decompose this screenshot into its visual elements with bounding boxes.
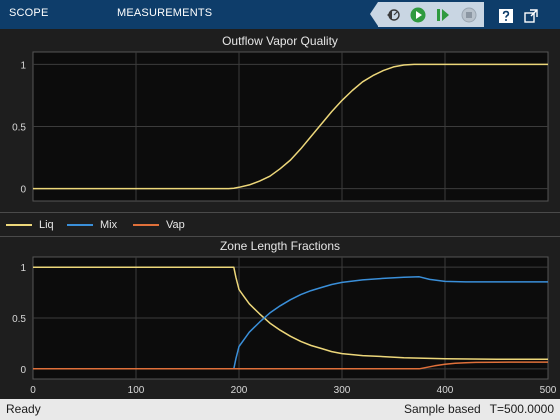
plot-title-zone-length: Zone Length Fractions [219,239,341,253]
legend-item-vap[interactable]: Vap [133,219,185,231]
stop-button[interactable] [458,4,479,25]
undock-icon [523,8,538,23]
step-back-icon [386,8,400,21]
step-forward-button[interactable] [432,4,453,25]
legend-item-liq[interactable]: Liq [6,219,54,231]
legend-swatch-liq [6,224,32,226]
legend-swatch-vap [133,224,159,226]
run-icon [410,7,425,22]
zone-length-xtick-label: 100 [128,385,145,396]
status-ready: Ready [6,402,41,416]
stop-icon [461,7,476,22]
tab-measurements[interactable]: MEASUREMENTS [117,7,213,19]
legend: Liq Mix Vap [0,212,560,237]
legend-label-mix: Mix [100,219,118,231]
plot-title-vapor-quality: Outflow Vapor Quality [222,34,338,48]
zone-length-xtick-label: 0 [30,385,36,396]
vapor-quality-chart[interactable]: 00.51 [0,50,560,212]
step-back-button[interactable] [382,4,403,25]
simulation-controls [370,2,484,27]
zone-length-xtick-label: 400 [437,385,454,396]
zone-length-ytick-label: 0 [20,365,26,376]
step-forward-icon [436,8,449,21]
zone-length-xtick-label: 200 [231,385,248,396]
zone-length-line-vap [33,361,549,370]
zone-length-line-liq [33,266,548,360]
vapor-quality-ytick-label: 1 [20,60,26,71]
status-bar: Ready Sample based T=500.0000 [0,399,560,420]
undock-button[interactable] [520,5,541,26]
run-button[interactable] [407,4,428,25]
scope-plot-area: Outflow Vapor Quality 0 0.5 1 Liq Mix Vap … [0,29,560,399]
help-icon [498,8,513,23]
zone-length-chart[interactable]: 0 0.5 1 0 100 200 300 400 500 [0,255,560,399]
legend-swatch-mix [67,224,93,226]
vapor-quality-ytick-label: 0 [20,185,26,196]
zone-length-xtick-label: 300 [334,385,351,396]
zone-length-line-mix [33,276,548,370]
legend-label-liq: Liq [39,219,54,231]
vapor-quality-ytick-label: 0.5 [12,123,26,134]
legend-item-mix[interactable]: Mix [67,219,117,231]
vapor-quality-line-series-0 [33,63,548,190]
zone-length-ytick-label: 0.5 [12,314,26,325]
zone-length-ytick-label: 1 [20,263,26,274]
scope-toolbar: SCOPE MEASUREMENTS [0,0,560,29]
status-mode: Sample based [404,402,481,416]
zone-length-xtick-label: 500 [540,385,557,396]
tab-scope[interactable]: SCOPE [9,7,49,19]
status-time: T=500.0000 [489,402,554,416]
legend-label-vap: Vap [166,219,185,231]
help-button[interactable] [495,5,516,26]
